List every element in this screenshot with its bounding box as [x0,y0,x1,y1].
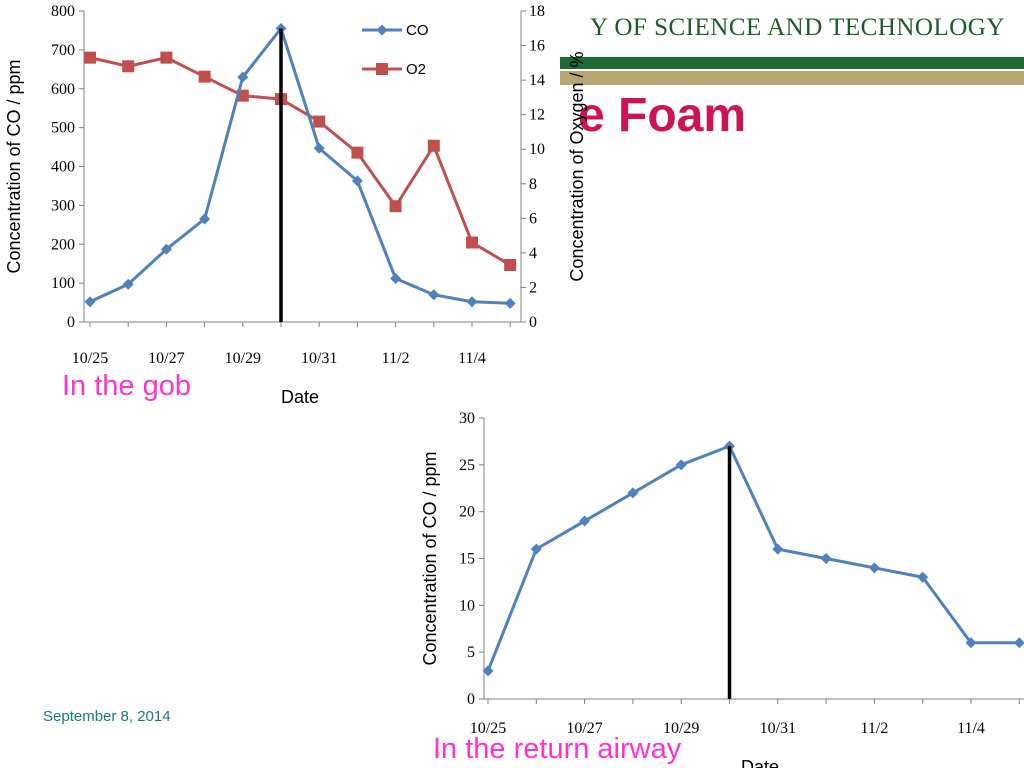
o2-data-point [427,139,440,152]
x-axis-title: Date [741,757,779,768]
return-airway-caption: In the return airway [433,733,682,765]
y2-tick-label: 14 [529,72,545,89]
legend-label-o2: O2 [406,61,426,78]
y-axis-title: Concentration of CO / ppm [4,59,24,273]
x-tick-label: 11/4 [458,350,486,367]
y-axis-title: Concentration of CO / ppm [420,451,440,665]
o2-data-point [351,146,364,159]
o2-data-point [466,236,478,249]
co-data-point [84,296,96,308]
o2-series-line [89,56,511,267]
y2-tick-label: 16 [529,38,545,55]
x-tick-label: 10/27 [566,720,602,737]
y-tick-label: 400 [51,159,75,176]
co-data-point [122,278,134,290]
o2-data-point [504,258,517,271]
o2-data-point [160,51,173,64]
co-data-point [1013,637,1024,649]
co-data-point [530,543,542,555]
co-data-point [466,296,478,308]
co-data-point [868,562,880,574]
y-tick-label: 30 [459,410,475,427]
y-tick-label: 800 [51,3,75,20]
y2-tick-label: 18 [529,3,545,20]
return-airway-co-chart: 0 5 10 15 20 25 30 10/25 10/27 10/29 10/31 11/2 11/4… [420,410,1024,768]
y2-tick-label: 8 [529,176,537,193]
legend-marker-co [376,24,388,36]
co-data-point [579,515,591,527]
x-tick-label: 10/31 [760,720,796,737]
co-data-point [772,543,784,555]
x-tick-label: 11/2 [860,720,888,737]
y2-tick-label: 2 [529,279,537,296]
legend-marker-o2 [376,63,388,75]
y2-tick-label: 10 [529,141,545,158]
co-series-line [486,444,1020,672]
co-data-point [313,142,325,154]
co-data-point [390,272,402,284]
y-tick-label: 600 [51,81,75,98]
slide-title: e Foam [578,89,747,142]
y-tick-label: 0 [467,691,475,708]
co-data-point [504,297,516,309]
x-tick-label: 10/27 [148,350,184,367]
co-data-point [160,243,172,255]
header-tan-bar [560,71,1024,85]
co-data-point [675,459,687,471]
university-header: Y OF SCIENCE AND TECHNOLOGY [590,14,1005,41]
co-data-point [199,213,211,225]
y-tick-label: 0 [67,314,75,331]
x-tick-label: 11/4 [957,720,985,737]
co-data-point [965,637,977,649]
gob-caption: In the gob [62,370,191,402]
co-data-point [237,71,249,83]
y-tick-label: 500 [51,120,75,137]
y-tick-label: 25 [459,457,475,474]
footer-date: September 8, 2014 [43,708,171,725]
y-tick-label: 700 [51,42,75,59]
o2-data-point [198,70,211,83]
x-tick-label: 10/25 [72,350,108,367]
o2-data-point [389,200,402,213]
y2-tick-label: 6 [529,210,537,227]
x-tick-label: 10/31 [301,350,337,367]
o2-data-point [313,115,326,128]
y-tick-label: 200 [51,236,75,253]
co-data-point [428,289,440,301]
x-axis-title: Date [281,387,319,407]
x-tick-label: 11/2 [382,350,410,367]
y-tick-label: 20 [459,504,475,521]
y-tick-label: 100 [51,275,75,292]
o2-data-point [84,51,96,64]
x-tick-label: 10/29 [663,720,699,737]
co-data-point [482,665,494,677]
co-data-point [820,553,832,564]
co-data-point [627,487,639,499]
y2-tick-label: 0 [529,314,537,331]
co-data-point [351,175,363,187]
o2-data-point [122,60,135,73]
x-tick-label: 10/29 [225,350,261,367]
y-tick-label: 300 [51,197,75,214]
y-tick-label: 5 [467,644,475,661]
y2-tick-label: 4 [529,245,537,262]
legend-label-co: CO [406,22,429,39]
y-tick-label: 10 [459,597,475,614]
gob-co-oxygen-chart: 0 100 200 300 400 500 600 700 800 0 2 4 6 8 10 12 14 16 18… [4,3,587,407]
header-green-bar [560,57,1024,69]
y2-tick-label: 12 [529,107,545,124]
co-data-point [917,571,929,583]
y-tick-label: 15 [459,551,475,568]
x-tick-label: 10/25 [470,720,506,737]
y2-axis-title: Concentration of Oxygen / % [567,51,587,281]
co-series-line [89,26,511,305]
